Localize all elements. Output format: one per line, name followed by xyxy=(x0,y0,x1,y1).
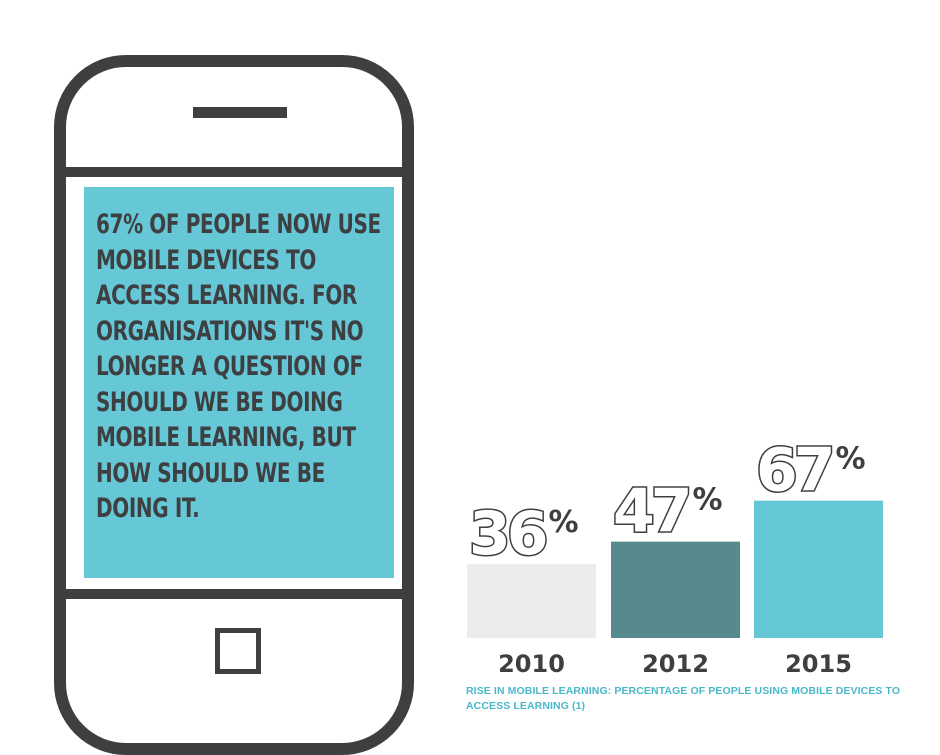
value-label-2012: 47% xyxy=(613,477,723,547)
bar-chart: 36 % 2010 47 % 2012 67 % 2015 xyxy=(467,434,883,678)
category-label-2012: 2012 xyxy=(642,650,709,678)
category-label-2010: 2010 xyxy=(498,650,565,678)
value-label-2015: 67% xyxy=(756,436,866,506)
bar-2010 xyxy=(467,564,596,638)
bar-2012 xyxy=(611,541,740,638)
phone-top-divider xyxy=(66,167,402,177)
category-label-2015: 2015 xyxy=(785,650,852,678)
bar-2015 xyxy=(754,500,883,638)
phone-home-button xyxy=(215,628,261,674)
value-label-2010: 36% xyxy=(469,499,579,569)
phone-bottom-divider xyxy=(66,589,402,599)
phone-screen-text: 67% OF PEOPLE NOW USE MOBILE DEVICES TO … xyxy=(96,209,381,524)
phone-screen: 67% OF PEOPLE NOW USE MOBILE DEVICES TO … xyxy=(84,187,394,578)
chart-caption: RISE IN MOBILE LEARNING: PERCENTAGE OF P… xyxy=(466,685,901,712)
phone-speaker xyxy=(193,107,287,118)
